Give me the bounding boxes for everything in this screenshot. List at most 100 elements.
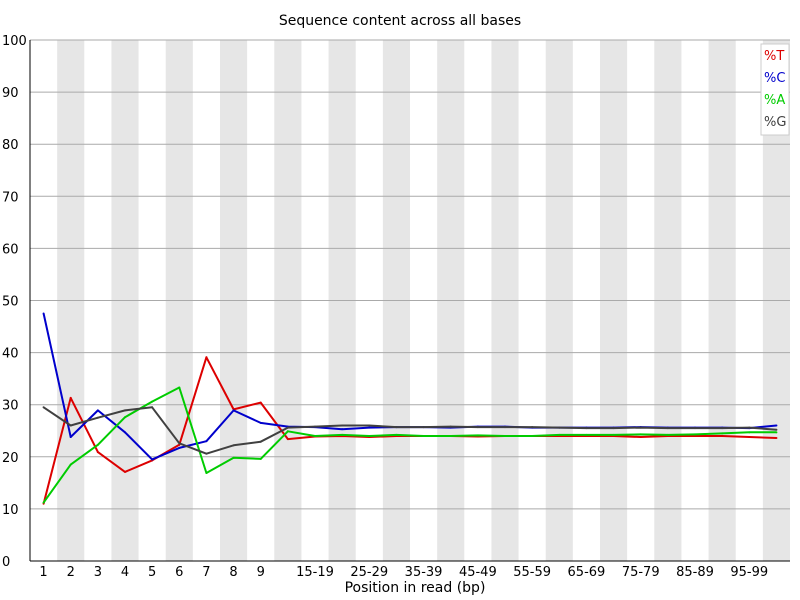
data-point-t xyxy=(721,434,724,437)
data-point-t xyxy=(259,401,262,404)
data-point-a xyxy=(612,433,615,436)
data-point-g xyxy=(585,427,588,430)
data-point-g xyxy=(314,425,316,428)
data-point-a xyxy=(286,430,289,433)
data-point-a xyxy=(721,432,724,435)
legend-box xyxy=(760,43,790,136)
chart-title: Sequence content across all bases xyxy=(278,13,522,29)
data-point-t xyxy=(96,451,99,454)
data-point-t xyxy=(748,436,751,439)
data-point-t xyxy=(639,436,642,439)
data-point-g xyxy=(395,426,398,429)
data-point-g xyxy=(368,424,371,427)
x-tick-label: 1 xyxy=(39,565,47,580)
data-point-g xyxy=(449,425,452,428)
y-tick-label: 10 xyxy=(2,503,19,518)
data-point-g xyxy=(666,427,669,430)
data-point-g xyxy=(124,409,126,412)
data-point-a xyxy=(476,434,479,437)
y-tick-label: 100 xyxy=(2,34,27,49)
data-point-a xyxy=(748,431,751,434)
series-line-g xyxy=(43,406,777,455)
x-tick-label: 55-59 xyxy=(513,565,551,580)
data-point-a xyxy=(178,386,181,389)
data-point-a xyxy=(504,434,506,437)
y-tick-label: 50 xyxy=(2,295,19,310)
data-point-a xyxy=(639,433,642,436)
data-point-t xyxy=(694,434,696,437)
data-point-c xyxy=(178,446,181,449)
data-point-g xyxy=(639,426,642,429)
legend-item-t: %T xyxy=(764,49,784,64)
data-point-g xyxy=(558,426,561,429)
series-line-a xyxy=(42,386,777,504)
data-point-c xyxy=(69,436,72,439)
x-tick-label: 85-89 xyxy=(676,565,714,580)
data-point-a xyxy=(314,434,316,437)
data-point-a xyxy=(151,400,154,403)
data-point-a xyxy=(42,501,45,504)
data-point-c xyxy=(42,312,45,315)
x-tick-label: 25-29 xyxy=(350,565,388,580)
data-point-c xyxy=(124,431,126,434)
y-tick-label: 80 xyxy=(2,138,19,153)
x-axis-label: Position in read (bp) xyxy=(344,580,486,596)
data-point-a xyxy=(775,431,778,434)
data-point-a xyxy=(558,433,561,436)
data-point-t xyxy=(69,396,72,399)
data-point-c xyxy=(96,409,99,412)
x-tick-label: 8 xyxy=(229,565,237,580)
x-tick-label: 95-99 xyxy=(730,565,768,580)
y-tick-label: 40 xyxy=(2,347,19,362)
y-tick-label: 0 xyxy=(2,555,10,570)
data-point-g xyxy=(476,426,479,429)
data-point-c xyxy=(368,426,371,429)
data-point-g xyxy=(178,442,181,445)
data-point-t xyxy=(124,470,126,473)
x-tick-label: 4 xyxy=(121,565,129,580)
data-point-a xyxy=(259,457,262,460)
data-point-a xyxy=(124,416,126,419)
x-tick-label: 9 xyxy=(257,565,265,580)
y-tick-label: 70 xyxy=(2,190,19,205)
data-point-g xyxy=(721,427,724,430)
data-point-g xyxy=(259,440,262,443)
data-point-g xyxy=(694,427,696,430)
data-point-a xyxy=(205,471,208,474)
y-tick-label: 90 xyxy=(2,86,19,101)
x-tick-label: 2 xyxy=(67,565,75,580)
data-point-g xyxy=(748,426,751,429)
x-tick-label: 7 xyxy=(202,565,210,580)
data-point-a xyxy=(232,456,235,459)
x-tick-label: 3 xyxy=(94,565,102,580)
data-point-g xyxy=(612,427,615,430)
data-point-c xyxy=(151,458,154,461)
data-point-a xyxy=(69,463,72,466)
y-tick-label: 60 xyxy=(2,242,19,257)
data-point-a xyxy=(341,433,344,436)
x-tick-label: 6 xyxy=(175,565,183,580)
data-point-g xyxy=(69,424,72,427)
data-point-a xyxy=(368,434,371,437)
data-point-a xyxy=(666,433,669,436)
data-point-g xyxy=(341,424,344,427)
data-point-g xyxy=(205,452,208,455)
data-point-g xyxy=(286,426,289,429)
data-point-g xyxy=(96,416,99,419)
data-point-a xyxy=(395,433,398,436)
data-point-g xyxy=(151,406,154,409)
data-point-c xyxy=(232,409,235,412)
data-point-g xyxy=(504,426,506,429)
data-point-c xyxy=(259,421,262,424)
x-tick-label: 75-79 xyxy=(622,565,660,580)
data-point-t xyxy=(775,437,778,440)
x-tick-label: 5 xyxy=(148,565,156,580)
data-point-g xyxy=(232,444,235,447)
data-point-a xyxy=(531,434,534,437)
y-tick-label: 20 xyxy=(2,451,19,466)
x-tick-label: 15-19 xyxy=(296,565,334,580)
data-point-g xyxy=(42,406,45,409)
x-tick-label: 65-69 xyxy=(568,565,606,580)
data-point-c xyxy=(205,440,208,443)
